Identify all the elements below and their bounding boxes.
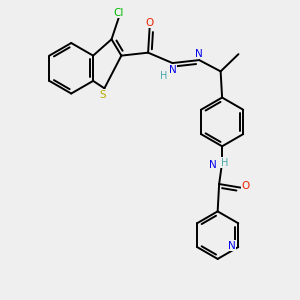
Text: N: N (209, 160, 217, 170)
Text: N: N (169, 65, 176, 76)
Text: H: H (221, 158, 228, 168)
Text: S: S (100, 90, 106, 100)
Text: O: O (146, 18, 154, 28)
Text: H: H (160, 70, 168, 80)
Text: Cl: Cl (114, 8, 124, 17)
Text: O: O (242, 181, 250, 191)
Text: N: N (228, 241, 236, 250)
Text: N: N (195, 49, 203, 58)
